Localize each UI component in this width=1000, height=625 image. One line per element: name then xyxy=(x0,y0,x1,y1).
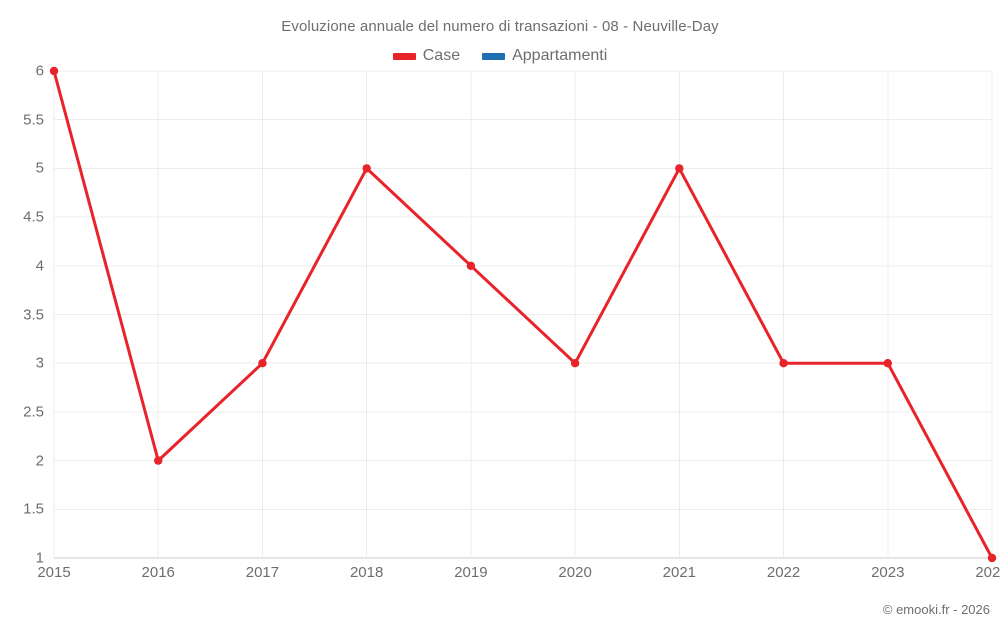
data-point[interactable] xyxy=(675,164,684,173)
x-axis-tick-label: 2015 xyxy=(37,564,71,581)
data-point[interactable] xyxy=(779,359,788,368)
data-series-layer xyxy=(49,66,997,563)
data-point[interactable] xyxy=(258,359,267,368)
y-axis-tick-label: 4 xyxy=(35,257,44,275)
plot-area xyxy=(49,66,997,563)
chart-legend: Case Appartamenti xyxy=(0,45,1000,67)
credit-text: © emooki.fr - 2026 xyxy=(882,602,990,617)
y-axis-tick-label: 3.5 xyxy=(23,306,44,323)
legend-swatch-case xyxy=(392,52,416,60)
x-axis-tick-label: 2023 xyxy=(871,564,905,581)
x-axis-tick-label: 2024 xyxy=(975,564,1000,581)
data-point[interactable] xyxy=(883,359,892,368)
x-axis-tick-label: 2021 xyxy=(662,564,697,581)
y-axis-tick-label: 1 xyxy=(35,549,44,567)
data-point[interactable] xyxy=(570,359,580,368)
legend-swatch-appartamenti xyxy=(482,52,506,60)
data-point[interactable] xyxy=(466,261,476,270)
x-axis-tick-labels: 2015 2016 2017 2018 2019 2020 2021 2022 2023 2024 xyxy=(37,564,1000,588)
y-axis-tick-label: 2.5 xyxy=(23,403,44,421)
x-axis-tick-label: 2018 xyxy=(349,564,384,581)
x-axis-tick-label: 2016 xyxy=(141,564,175,581)
y-axis-tick-label: 6 xyxy=(35,62,44,80)
y-axis-tick-label: 3 xyxy=(35,354,44,372)
legend-item-case[interactable]: Case xyxy=(392,47,461,64)
x-axis-tick-label: 2017 xyxy=(245,564,280,581)
data-point[interactable] xyxy=(987,553,997,563)
plot-svg xyxy=(49,66,997,563)
y-axis-tick-label: 5 xyxy=(35,159,44,177)
x-axis-tick-label: 2022 xyxy=(766,564,801,581)
y-axis-tick-label: 5.5 xyxy=(23,111,44,129)
legend-label-case: Case xyxy=(422,47,461,64)
data-point[interactable] xyxy=(154,456,163,465)
y-axis-tick-label: 1.5 xyxy=(23,500,44,518)
y-axis-tick-labels: 1 1.5 2 2.5 3 3.5 4 4.5 5 5.5 6 xyxy=(0,63,44,567)
y-axis-tick-label: 4.5 xyxy=(23,208,44,226)
data-point[interactable] xyxy=(49,66,59,76)
y-axis-tick-label: 2 xyxy=(35,452,44,470)
legend-label-appartamenti: Appartamenti xyxy=(512,47,608,64)
data-point[interactable] xyxy=(362,164,371,173)
x-axis-tick-label: 2019 xyxy=(454,564,488,581)
x-axis-tick-label: 2020 xyxy=(558,564,592,581)
vertical-gridlines xyxy=(53,71,993,558)
legend-item-appartamenti[interactable]: Appartamenti xyxy=(482,48,607,64)
chart-title: Evoluzione annuale del numero di transaz… xyxy=(281,18,719,35)
